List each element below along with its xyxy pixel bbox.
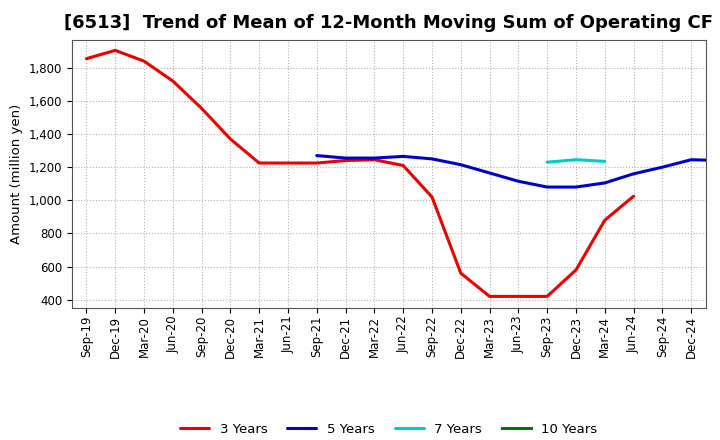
5 Years <box>572 184 580 190</box>
5 Years <box>399 154 408 159</box>
3 Years <box>485 294 494 299</box>
3 Years <box>543 294 552 299</box>
3 Years <box>399 163 408 168</box>
7 Years <box>600 159 609 164</box>
3 Years <box>312 161 321 166</box>
3 Years <box>197 106 206 111</box>
Title: [6513]  Trend of Mean of 12-Month Moving Sum of Operating CF: [6513] Trend of Mean of 12-Month Moving … <box>64 15 714 33</box>
5 Years <box>341 155 350 161</box>
Line: 3 Years: 3 Years <box>86 50 634 297</box>
5 Years <box>514 179 523 184</box>
5 Years <box>428 156 436 161</box>
5 Years <box>629 171 638 176</box>
5 Years <box>312 153 321 158</box>
5 Years <box>687 157 696 162</box>
3 Years <box>255 161 264 166</box>
5 Years <box>658 165 667 170</box>
3 Years <box>226 136 235 142</box>
Legend: 3 Years, 5 Years, 7 Years, 10 Years: 3 Years, 5 Years, 7 Years, 10 Years <box>175 418 603 440</box>
3 Years <box>82 56 91 61</box>
3 Years <box>600 217 609 223</box>
5 Years <box>600 180 609 186</box>
5 Years <box>370 155 379 161</box>
3 Years <box>456 271 465 276</box>
7 Years <box>572 157 580 162</box>
3 Years <box>341 158 350 163</box>
3 Years <box>168 78 177 84</box>
3 Years <box>111 48 120 53</box>
Y-axis label: Amount (million yen): Amount (million yen) <box>10 104 23 244</box>
3 Years <box>572 267 580 272</box>
3 Years <box>514 294 523 299</box>
7 Years <box>543 160 552 165</box>
5 Years <box>716 158 720 163</box>
5 Years <box>456 162 465 167</box>
3 Years <box>284 161 292 166</box>
Line: 7 Years: 7 Years <box>547 160 605 162</box>
3 Years <box>428 194 436 200</box>
Line: 5 Years: 5 Years <box>317 156 720 187</box>
3 Years <box>370 157 379 162</box>
5 Years <box>543 184 552 190</box>
3 Years <box>140 59 148 64</box>
5 Years <box>485 170 494 176</box>
3 Years <box>629 194 638 199</box>
